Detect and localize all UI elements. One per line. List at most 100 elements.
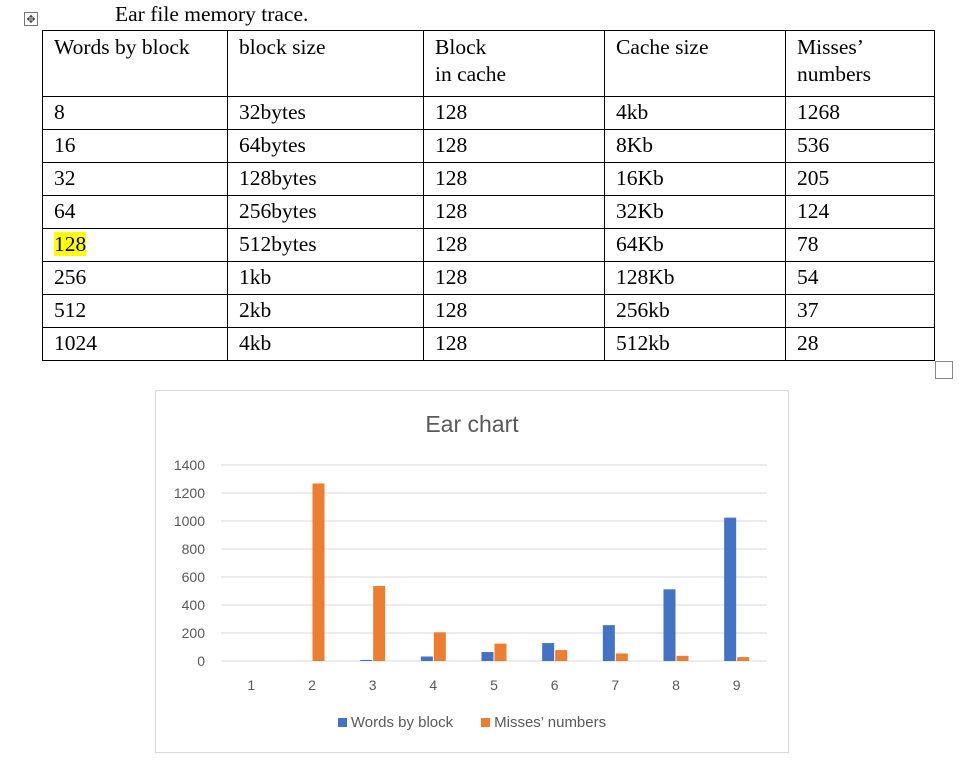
cell-cache-size: 512kb	[604, 327, 786, 361]
table-resize-handle[interactable]	[935, 361, 953, 379]
cell-text: 64bytes	[239, 133, 306, 157]
table-row: 16 64bytes 128 8Kb 536	[42, 129, 935, 163]
table-move-handle[interactable]: ✥	[24, 12, 38, 26]
header-block-size: block size	[227, 30, 424, 97]
legend-item-misses-numbers: Misses’ numbers	[481, 714, 606, 731]
cell-text: 256bytes	[239, 199, 317, 223]
y-tick-label: 600	[182, 569, 206, 585]
table-body: 8 32bytes 128 4kb 1268 16 64bytes 128 8Kb 536 32 12…	[42, 96, 935, 361]
cell-block-size: 256bytes	[227, 195, 424, 229]
bar-words-by-block	[602, 625, 615, 661]
cell-words-by-block: 512	[42, 294, 228, 328]
cell-text: 54	[797, 265, 819, 289]
cell-text: 32	[54, 166, 76, 190]
x-tick-label: 9	[733, 677, 741, 693]
bar-words-by-block	[663, 589, 676, 661]
cell-text: 536	[797, 133, 830, 157]
cell-block-in-cache: 128	[423, 327, 605, 361]
cell-words-by-block: 16	[42, 129, 228, 163]
y-tick-label: 1400	[174, 457, 205, 473]
bar-misses-numbers	[494, 643, 507, 661]
bar-misses-numbers	[433, 632, 446, 661]
table-row: 8 32bytes 128 4kb 1268	[42, 96, 935, 130]
table-row: 1024 4kb 128 512kb 28	[42, 327, 935, 361]
cell-text: 32Kb	[616, 199, 664, 223]
cell-words-by-block: 256	[42, 261, 228, 295]
table-row: 64 256bytes 128 32Kb 124	[42, 195, 935, 229]
data-table: Words by block block size Block in cache…	[42, 30, 935, 361]
cell-text: 1268	[797, 100, 840, 124]
cell-cache-size: 4kb	[604, 96, 786, 130]
cell-text: 2kb	[239, 298, 272, 322]
cell-text: 128	[435, 133, 468, 157]
cell-block-in-cache: 128	[423, 228, 605, 262]
header-misses-numbers: Misses’ numbers	[785, 30, 935, 97]
cell-text: 256	[54, 265, 87, 289]
chart-legend: Words by block Misses’ numbers	[156, 714, 788, 731]
cell-block-size: 32bytes	[227, 96, 424, 130]
bar-words-by-block	[360, 659, 373, 661]
x-tick-label: 7	[611, 677, 619, 693]
cell-block-size: 4kb	[227, 327, 424, 361]
bar-misses-numbers	[373, 585, 386, 661]
cell-text: 128	[435, 232, 468, 256]
cell-text: 16	[54, 133, 76, 157]
y-tick-label: 1000	[174, 513, 205, 529]
cell-words-by-block: 128	[42, 228, 228, 262]
cell-text: 128	[435, 100, 468, 124]
cell-block-size: 2kb	[227, 294, 424, 328]
cell-cache-size: 256kb	[604, 294, 786, 328]
cell-text: 128	[435, 265, 468, 289]
chart-plot: 0 200 400 600 800 1000 1200 1400 1 2 3 4 5 6 7 8 9	[174, 457, 767, 693]
cell-block-size: 128bytes	[227, 162, 424, 196]
header-cache-size: Cache size	[604, 30, 786, 97]
cell-text: 128	[435, 298, 468, 322]
bar-words-by-block	[724, 517, 737, 661]
y-tick-label: 400	[182, 597, 206, 613]
cell-block-size: 64bytes	[227, 129, 424, 163]
legend-swatch-words-by-block	[337, 718, 347, 727]
chart-frame[interactable]: Ear chart 0 200 400 600 800 1000 1200 1400 1 2 3 4 5…	[155, 390, 789, 753]
x-tick-label: 1	[247, 677, 255, 693]
chart-title: Ear chart	[425, 411, 519, 437]
x-tick-label: 6	[551, 677, 559, 693]
bar-misses-numbers	[615, 653, 628, 661]
cell-block-in-cache: 128	[423, 195, 605, 229]
cell-text: 256kb	[616, 298, 670, 322]
cell-text: 32bytes	[239, 100, 306, 124]
cell-cache-size: 64Kb	[604, 228, 786, 262]
table-row: 32 128bytes 128 16Kb 205	[42, 162, 935, 196]
legend-swatch-misses-numbers	[481, 718, 491, 727]
cell-text: 128Kb	[616, 265, 675, 289]
cell-misses-numbers: 536	[785, 129, 935, 163]
bar-words-by-block	[420, 656, 433, 661]
header-block-in-cache: Block in cache	[423, 30, 605, 97]
cell-text: 128	[435, 166, 468, 190]
x-tick-label: 5	[490, 677, 498, 693]
y-tick-label: 800	[182, 541, 206, 557]
document-title: Ear file memory trace.	[115, 2, 309, 26]
y-tick-label: 0	[197, 653, 205, 669]
cell-misses-numbers: 1268	[785, 96, 935, 130]
cell-text: 64Kb	[616, 232, 664, 256]
bar-words-by-block	[542, 643, 555, 661]
cell-block-size: 1kb	[227, 261, 424, 295]
y-tick-label: 200	[182, 625, 206, 641]
x-tick-label: 4	[429, 677, 437, 693]
cell-block-in-cache: 128	[423, 162, 605, 196]
x-tick-label: 3	[369, 677, 377, 693]
cell-text: 128	[54, 232, 87, 256]
cell-text: 124	[797, 199, 830, 223]
legend-label-words-by-block: Words by block	[350, 714, 454, 731]
bar-misses-numbers	[555, 650, 568, 661]
legend-item-words-by-block: Words by block	[337, 714, 454, 731]
cell-text: 1kb	[239, 265, 272, 289]
bar-misses-numbers	[737, 657, 750, 661]
legend-label-misses-numbers: Misses’ numbers	[494, 714, 607, 731]
cell-block-in-cache: 128	[423, 129, 605, 163]
cell-block-in-cache: 128	[423, 96, 605, 130]
cell-text: 128	[435, 331, 468, 355]
y-tick-label: 1200	[174, 485, 205, 501]
cell-text: 128bytes	[239, 166, 317, 190]
cell-cache-size: 128Kb	[604, 261, 786, 295]
